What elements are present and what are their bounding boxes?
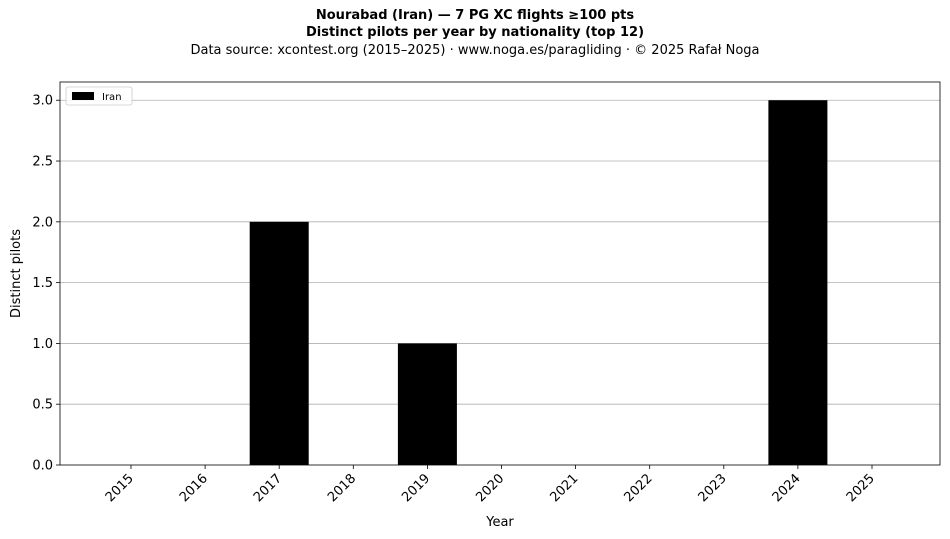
x-tick-label: 2015 (103, 471, 137, 505)
bar-2019 (397, 343, 457, 465)
x-tick-label: 2025 (844, 471, 878, 505)
x-tick-label: 2023 (696, 471, 730, 505)
legend-swatch (72, 92, 94, 100)
y-tick-label: 1.5 (32, 276, 53, 291)
y-tick-label: 3.0 (32, 94, 53, 109)
bar-2024 (768, 100, 828, 465)
y-tick-label: 1.0 (32, 337, 53, 352)
x-tick-label: 2018 (325, 471, 359, 505)
y-tick-label: 2.0 (32, 215, 53, 230)
chart-title-line-2: Distinct pilots per year by nationality … (305, 25, 645, 40)
y-tick-label: 0.0 (32, 459, 53, 474)
x-tick-label: 2019 (399, 471, 433, 505)
chart-title-line-1: Nourabad (Iran) — 7 PG XC flights ≥100 p… (315, 8, 635, 23)
x-tick-label: 2017 (251, 471, 285, 505)
bar-2017 (249, 221, 309, 465)
y-axis-label: Distinct pilots (9, 229, 24, 318)
x-axis-label: Year (485, 515, 514, 530)
x-tick-label: 2020 (473, 471, 507, 505)
y-tick-label: 2.5 (32, 155, 53, 170)
chart-subtitle: Data source: xcontest.org (2015–2025) · … (190, 43, 760, 58)
plot-frame (59, 81, 941, 466)
x-tick-label: 2022 (622, 471, 656, 505)
x-tick-label: 2024 (770, 471, 804, 505)
legend-box (65, 86, 133, 106)
y-tick-label: 0.5 (32, 398, 53, 413)
legend-label: Iran (102, 92, 122, 103)
x-tick-label: 2021 (547, 471, 581, 505)
x-tick-label: 2016 (177, 471, 211, 505)
